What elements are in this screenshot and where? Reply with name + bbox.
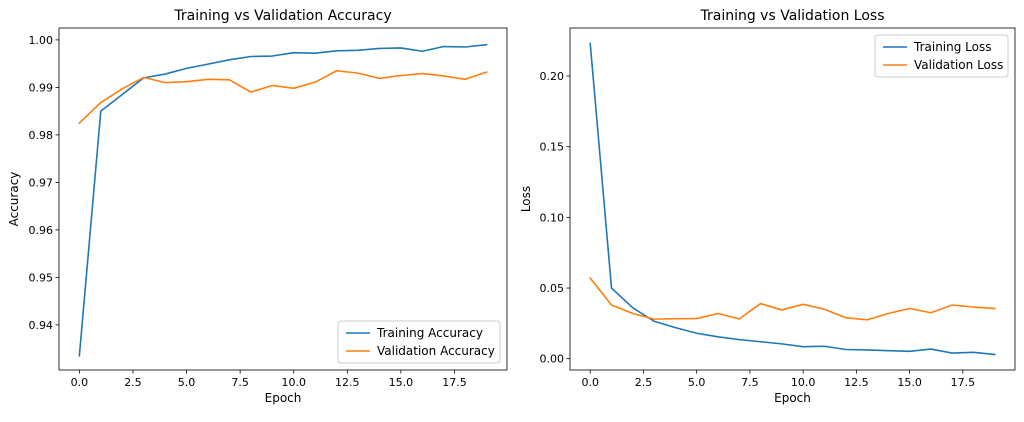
series-line-training-accuracy	[78, 43, 488, 357]
x-tick-label: 12.5	[335, 376, 360, 389]
accuracy-chart: Training vs Validation Accuracy 0.0 2.5 5.0…	[7, 8, 508, 405]
x-tick-label: 15.0	[897, 376, 922, 389]
y-tick-label: 0.97	[29, 176, 54, 189]
loss-chart: Training vs Validation Loss 0.0 2.5 5.0 7.5 1…	[519, 8, 1016, 405]
x-tick-label: 5.0	[178, 376, 196, 389]
y-tick-label: 0.94	[29, 319, 54, 332]
x-tick-label: 5.0	[688, 376, 706, 389]
y-tick-label: 0.15	[540, 141, 565, 154]
legend-box	[337, 320, 501, 364]
series-line-validation-loss	[589, 277, 996, 321]
y-tick-label: 1.00	[29, 34, 54, 47]
legend-label: Training Loss	[913, 40, 991, 54]
x-tick-label: 17.5	[442, 376, 467, 389]
x-axis-label: Epoch	[774, 391, 811, 405]
y-axis-label: Accuracy	[7, 172, 21, 227]
x-tick-label: 17.5	[951, 376, 976, 389]
plot-frame	[58, 27, 508, 371]
x-tick-label: 0.0	[581, 376, 599, 389]
chart-title: Training vs Validation Loss	[699, 8, 884, 24]
series-line-validation-accuracy	[78, 69, 488, 125]
y-tick-label: 0.98	[29, 129, 54, 142]
y-axis-label: Loss	[519, 186, 533, 212]
x-axis-label: Epoch	[265, 391, 302, 405]
legend: Training Accuracy Validation Accuracy	[337, 320, 501, 364]
x-tick-label: 2.5	[124, 376, 142, 389]
y-tick-label: 0.05	[540, 282, 565, 295]
legend-box	[874, 34, 1009, 78]
series-line-training-loss	[589, 42, 996, 356]
y-tick-label: 0.20	[540, 70, 565, 83]
legend: Training Loss Validation Loss	[874, 34, 1009, 78]
x-tick-label: 15.0	[389, 376, 414, 389]
x-tick-label: 10.0	[281, 376, 306, 389]
legend-label: Training Accuracy	[376, 326, 483, 340]
legend-label: Validation Accuracy	[377, 344, 495, 358]
y-tick-label: 0.96	[29, 224, 54, 237]
x-tick-label: 7.5	[231, 376, 249, 389]
chart-title: Training vs Validation Accuracy	[173, 8, 391, 24]
x-tick-label: 0.0	[71, 376, 89, 389]
y-tick-label: 0.99	[29, 81, 54, 94]
y-tick-label: 0.00	[540, 353, 565, 366]
plot-frame	[569, 27, 1016, 371]
y-tick-label: 0.10	[540, 211, 565, 224]
y-tick-label: 0.95	[29, 271, 54, 284]
x-tick-label: 7.5	[741, 376, 759, 389]
x-tick-label: 10.0	[791, 376, 816, 389]
x-tick-label: 12.5	[844, 376, 869, 389]
legend-label: Validation Loss	[914, 58, 1003, 72]
x-tick-label: 2.5	[635, 376, 653, 389]
